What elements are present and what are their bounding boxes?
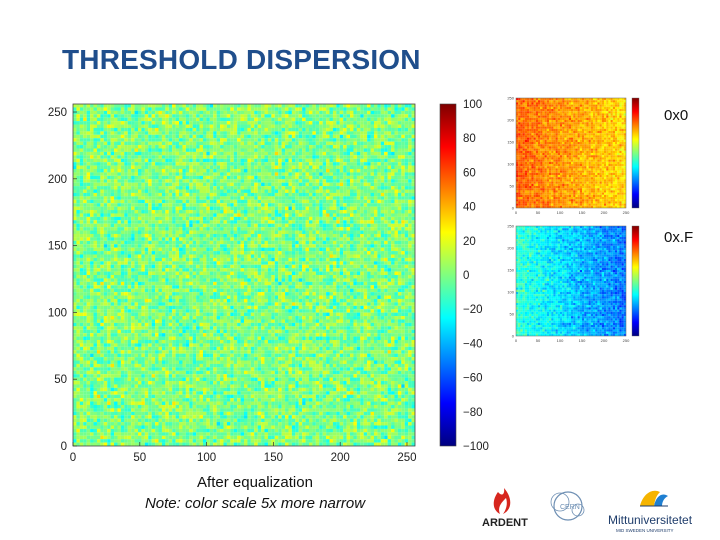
slide-title: THRESHOLD DISPERSION <box>62 44 421 75</box>
colorbar-ticks: 100 80 60 40 20 0 −20 −40 −60 −80 −100 <box>463 99 489 453</box>
mittuniversitetet-text: Mittuniversitetet <box>608 513 693 527</box>
inset-0x0-cells <box>516 98 627 209</box>
inset-x-tick-label: 150 <box>579 338 586 343</box>
inset-y-tick-label: 50 <box>510 312 515 317</box>
x-tick-label: 0 <box>70 452 76 464</box>
inset-y-tick-label: 100 <box>507 162 514 167</box>
inset-x-tick-label: 0 <box>515 210 518 215</box>
colorbar-tick-label: −40 <box>463 338 483 350</box>
inset-y-tick-label: 0 <box>512 334 515 339</box>
colorbar-tick-label: −80 <box>463 407 483 419</box>
colorbar-tick-label: 0 <box>463 270 469 282</box>
y-tick-label: 200 <box>48 174 67 186</box>
inset-y-tick-label: 250 <box>507 224 514 229</box>
caption-after-equalization: After equalization <box>197 474 313 491</box>
colorbar-gradient <box>439 103 457 447</box>
colorbar-tick-label: −60 <box>463 373 483 385</box>
inset-y-tick-label: 150 <box>507 268 514 273</box>
inset-0xF-ticks: 00 50 50 100 100 150 150 200 200 250 250 <box>507 224 630 344</box>
inset-0xF-frame <box>515 225 627 337</box>
inset-y-tick-label: 100 <box>507 290 514 295</box>
y-tick-label: 100 <box>48 307 67 319</box>
y-tick-label: 0 <box>61 441 67 453</box>
main-y-ticks: 0 50 100 150 200 250 <box>48 107 77 453</box>
y-tick-label: 50 <box>54 374 67 386</box>
inset-heatmap-0x0: 00 50 50 100 100 150 150 200 200 250 250 <box>507 96 640 216</box>
colorbar-tick-label: 40 <box>463 202 476 214</box>
main-heatmap-cells <box>73 104 416 447</box>
y-tick-label: 250 <box>48 107 67 119</box>
inset-label-0xF: 0x.F <box>664 229 694 246</box>
inset-x-tick-label: 200 <box>601 338 608 343</box>
inset-x-tick-label: 150 <box>579 210 586 215</box>
inset-x-tick-label: 100 <box>557 338 564 343</box>
inset-0x0-colorbar <box>631 97 640 209</box>
main-heatmap: 0 50 100 150 200 250 0 50 100 150 200 250 <box>48 103 417 464</box>
inset-x-tick-label: 50 <box>536 210 541 215</box>
inset-0xF-cells <box>516 226 627 337</box>
x-tick-label: 100 <box>197 452 216 464</box>
inset-0xF-colorbar <box>631 225 640 337</box>
inset-y-tick-label: 200 <box>507 118 514 123</box>
caption-note: Note: color scale 5x more narrow <box>144 495 366 512</box>
colorbar-tick-label: 60 <box>463 167 476 179</box>
cern-logo: CERN <box>550 491 585 521</box>
inset-x-tick-label: 250 <box>623 338 630 343</box>
inset-label-0x0: 0x0 <box>664 107 689 124</box>
inset-y-tick-label: 250 <box>507 96 514 101</box>
inset-y-tick-label: 0 <box>512 206 515 211</box>
main-colorbar: 100 80 60 40 20 0 −20 −40 −60 −80 −100 <box>439 99 489 453</box>
inset-x-tick-label: 100 <box>557 210 564 215</box>
ardent-logo-text: ARDENT <box>482 517 528 529</box>
inset-x-tick-label: 250 <box>623 210 630 215</box>
colorbar-tick-label: 20 <box>463 236 476 248</box>
inset-0x0-ticks: 00 50 50 100 100 150 150 200 200 250 250 <box>507 96 630 216</box>
inset-heatmap-0xF: 00 50 50 100 100 150 150 200 200 250 250 <box>507 224 640 344</box>
colorbar-tick-label: −100 <box>463 441 489 453</box>
inset-x-tick-label: 0 <box>515 338 518 343</box>
inset-y-tick-label: 200 <box>507 246 514 251</box>
x-tick-label: 250 <box>397 452 416 464</box>
x-tick-label: 150 <box>264 452 283 464</box>
inset-0x0-frame <box>515 97 627 209</box>
mittuniversitetet-subtext: MID SWEDEN UNIVERSITY <box>616 528 674 533</box>
cern-logo-text: CERN <box>560 504 580 511</box>
inset-y-tick-label: 50 <box>510 184 515 189</box>
x-tick-label: 50 <box>133 452 146 464</box>
colorbar-tick-label: 80 <box>463 133 476 145</box>
mittuniversitetet-logo: Mittuniversitetet MID SWEDEN UNIVERSITY <box>608 490 693 533</box>
main-x-ticks: 0 50 100 150 200 250 <box>70 442 417 464</box>
main-heatmap-frame <box>72 103 416 447</box>
x-tick-label: 200 <box>331 452 350 464</box>
inset-y-tick-label: 150 <box>507 140 514 145</box>
y-tick-label: 150 <box>48 241 67 253</box>
colorbar-tick-label: 100 <box>463 99 482 111</box>
ardent-logo: ARDENT <box>482 488 528 529</box>
inset-x-tick-label: 50 <box>536 338 541 343</box>
colorbar-tick-label: −20 <box>463 304 483 316</box>
inset-x-tick-label: 200 <box>601 210 608 215</box>
